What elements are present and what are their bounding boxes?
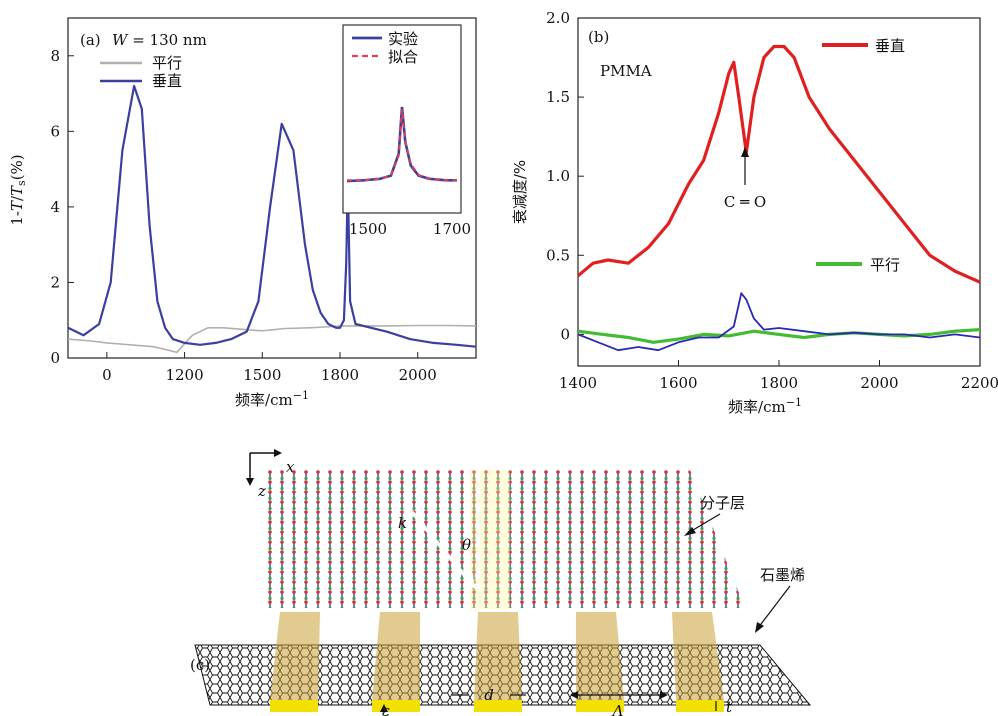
molecule-layer-pointer-head (684, 527, 696, 536)
y-tick-label: 2 (50, 273, 60, 291)
gold-ribbon (474, 612, 522, 700)
y-tick-label: 6 (50, 122, 60, 140)
y-tick-label: 2.0 (546, 9, 570, 27)
legend-label-perpendicular-b: 垂直 (875, 37, 905, 55)
x-tick-label: 1400 (559, 374, 597, 392)
x-tick-label: 2000 (860, 374, 898, 392)
panel-a-series (67, 84, 477, 354)
x-tick-label: 1500 (243, 366, 281, 384)
axis-z-arrowhead (246, 478, 254, 486)
y-tick-label: 0.5 (546, 246, 570, 264)
panel-b: 0 0.5 1.0 1.5 2.0 1400 1600 1800 2000 2200 (b) P… (511, 9, 998, 416)
inset-legend-label-fit: 拟合 (388, 48, 418, 66)
panel-a-y-label: 1-T/Ts(%) (8, 154, 28, 225)
gold-ribbon (576, 612, 624, 700)
panel-b-y-axis: 0 0.5 1.0 1.5 2.0 (546, 9, 584, 343)
x-tick-label: 1200 (165, 366, 203, 384)
gold-ribbon-edge (270, 700, 318, 712)
lambda-arrowhead-left (570, 691, 578, 699)
x-tick-label: 2000 (399, 366, 437, 384)
inset-legend-label-experiment: 实验 (388, 30, 418, 48)
panel-a-width-note: W = 130 nm (112, 31, 207, 49)
gold-ribbon-edge (576, 700, 624, 712)
gold-ribbon-edge (474, 700, 522, 712)
panel-b-x-axis: 1400 1600 1800 2000 2200 (559, 360, 998, 392)
lambda-label: Λ (611, 702, 624, 716)
inset-x-tick: 1700 (433, 220, 471, 238)
co-arrow-head (741, 147, 749, 157)
panel-a-inset: 实验 拟合 1500 1700 (342, 24, 471, 238)
y-tick-label: 0 (560, 325, 570, 343)
legend-label-parallel-b: 平行 (870, 256, 900, 274)
gold-ribbon (672, 612, 724, 700)
gold-ribbon-edge (676, 700, 724, 712)
gold-ribbon (372, 612, 420, 700)
panel-b-y-label: 衰减度/% (511, 160, 529, 224)
panel-c: (c) x z (190, 449, 812, 716)
theta-label: θ (462, 536, 471, 554)
x-tick-label: 1800 (321, 366, 359, 384)
molecule-layer-label: 分子层 (700, 494, 745, 512)
panel-b-material: PMMA (600, 62, 652, 80)
panel-a: 0 2 4 6 8 0 1200 1500 1800 2000 (a) W = 130 nm 平… (8, 17, 477, 409)
series-line-perpendicular (67, 84, 477, 348)
x-tick-label: 1800 (760, 374, 798, 392)
y-tick-label: 1.5 (546, 88, 570, 106)
gold-ribbon-edge (372, 700, 420, 712)
wave-vector-label: k (398, 514, 407, 532)
x-tick-label: 0 (102, 366, 112, 384)
series-line-difference-b (577, 292, 981, 352)
legend-label-parallel: 平行 (152, 54, 182, 72)
epsilon-label: ε (382, 702, 390, 716)
wave-vector-arrow (410, 510, 472, 584)
panel-a-y-axis: 0 2 4 6 8 (50, 47, 74, 367)
y-tick-label: 8 (50, 47, 60, 65)
panel-b-series (576, 44, 981, 352)
gold-ribbon (270, 612, 320, 700)
y-tick-label: 4 (50, 198, 60, 216)
axis-z-label: z (257, 482, 266, 500)
inset-series (346, 106, 457, 183)
graphene-pointer (757, 585, 791, 629)
panel-b-x-label: 频率/cm−1 (728, 396, 802, 416)
y-tick-label: 1.0 (546, 167, 570, 185)
y-tick-label: 0 (50, 349, 60, 367)
gold-ribbons (270, 612, 724, 712)
axis-x-arrowhead (274, 449, 282, 457)
graphene-pointer-head (755, 622, 764, 633)
axis-x-label: x (286, 458, 295, 476)
wave-vector-arrowhead (463, 573, 476, 590)
panel-a-frame (67, 17, 477, 359)
molecule-layer (265, 470, 745, 608)
legend-label-perpendicular: 垂直 (152, 72, 182, 90)
panel-a-x-label: 频率/cm−1 (235, 389, 309, 409)
panel-a-label: (a) (80, 31, 101, 49)
x-tick-label: 2200 (961, 374, 998, 392)
series-line-perpendicular-b (576, 44, 981, 284)
d-label: d (484, 686, 494, 704)
inset-x-tick: 1500 (349, 220, 387, 238)
panel-b-label: (b) (588, 28, 609, 46)
inset-series-fit (347, 109, 457, 182)
x-tick-label: 1600 (659, 374, 697, 392)
t-label: t (726, 698, 733, 716)
epsilon-arrow (380, 704, 388, 712)
graphene-label: 石墨烯 (760, 566, 805, 584)
panel-a-x-axis: 0 1200 1500 1800 2000 (102, 352, 437, 384)
lambda-arrowhead-right (660, 691, 668, 699)
co-annotation: C ═ O (724, 193, 766, 211)
